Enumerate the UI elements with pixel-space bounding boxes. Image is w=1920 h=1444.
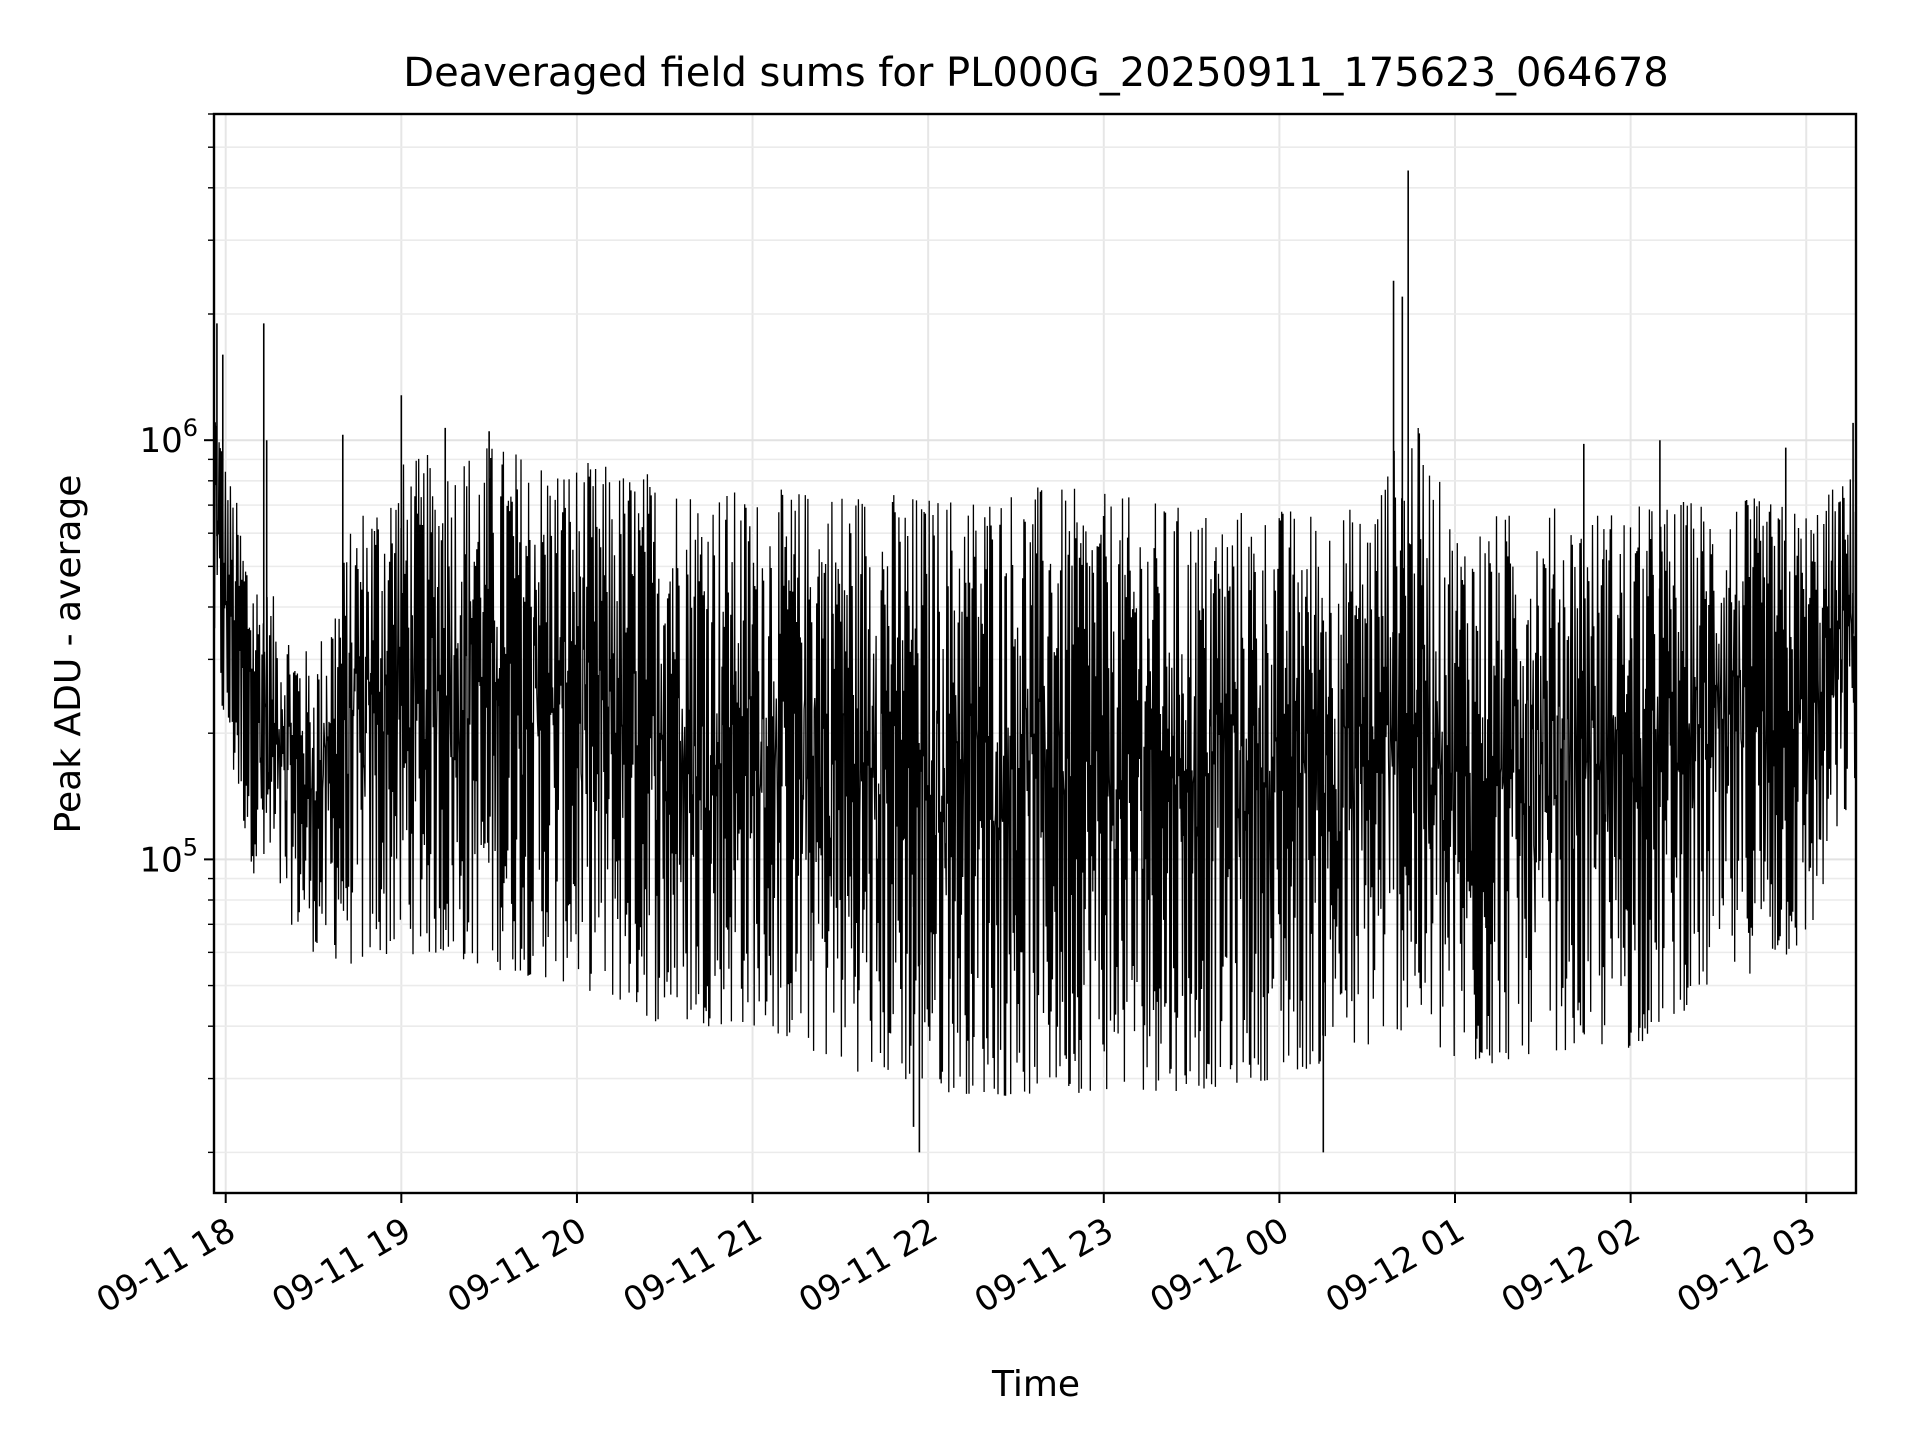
y-tick-label: 106 xyxy=(139,414,198,461)
y-tick-label: 105 xyxy=(139,833,198,880)
y-tick-exponent: 5 xyxy=(183,833,198,861)
y-tick-base: 10 xyxy=(139,421,182,461)
series-line xyxy=(213,170,1857,1153)
y-tick-exponent: 6 xyxy=(183,414,198,442)
plot-frame xyxy=(212,112,1858,1195)
y-axis-label: Peak ADU - average xyxy=(48,475,89,834)
y-tick-base: 10 xyxy=(139,840,182,880)
x-axis-label: Time xyxy=(991,1364,1080,1405)
chart-title: Deaveraged field sums for PL000G_2025091… xyxy=(403,50,1668,96)
series-trace xyxy=(213,409,1857,1096)
